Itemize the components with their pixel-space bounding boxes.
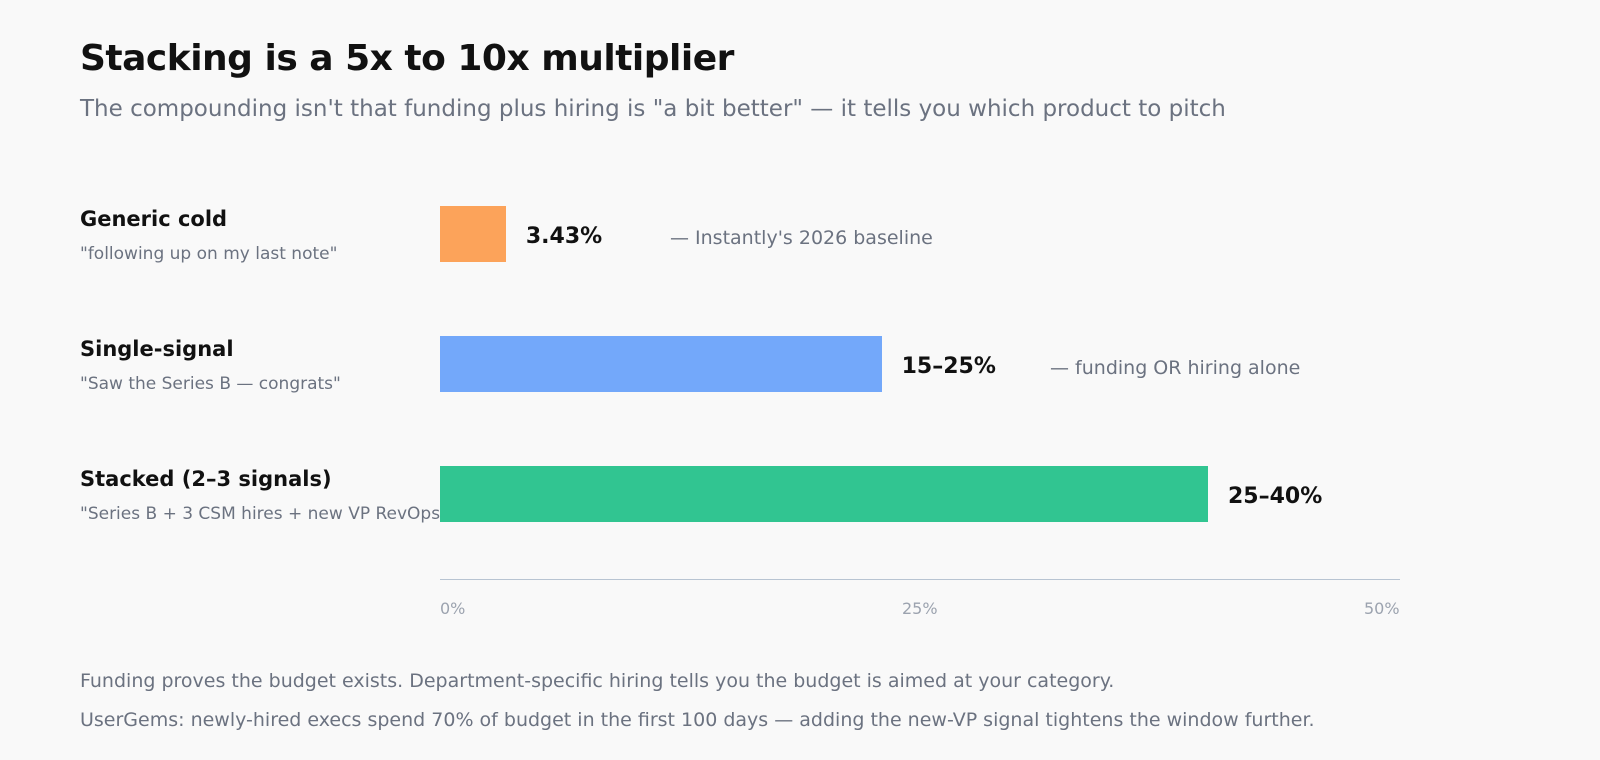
row-example-single-signal: "Saw the Series B — congrats" xyxy=(80,374,341,394)
note-generic-cold: — Instantly's 2026 baseline xyxy=(670,227,933,249)
bar-single-signal xyxy=(440,336,882,392)
row-label-generic-cold: Generic cold xyxy=(80,207,228,231)
row-label-stacked: Stacked (2–3 signals) xyxy=(80,467,332,491)
row-example-stacked: "Series B + 3 CSM hires + new VP RevOps" xyxy=(80,504,448,524)
value-label-stacked: 25–40% xyxy=(1228,484,1323,509)
value-label-single-signal: 15–25% xyxy=(901,354,996,379)
x-axis-line xyxy=(440,579,1400,580)
note-single-signal: — funding OR hiring alone xyxy=(1050,357,1301,379)
x-tick-label: 50% xyxy=(1364,599,1400,618)
x-tick-label: 25% xyxy=(902,599,938,618)
footer-line-1: Funding proves the budget exists. Depart… xyxy=(80,670,1115,692)
x-tick-label: 0% xyxy=(440,599,466,618)
footer-line-2: UserGems: newly-hired execs spend 70% of… xyxy=(80,709,1315,731)
row-label-single-signal: Single-signal xyxy=(80,337,234,361)
bar-generic-cold xyxy=(440,206,506,262)
chart-subtitle: The compounding isn't that funding plus … xyxy=(80,96,1226,122)
value-label-generic-cold: 3.43% xyxy=(525,224,603,249)
chart-title: Stacking is a 5x to 10x multiplier xyxy=(80,38,734,79)
bar-stacked xyxy=(440,466,1208,522)
row-example-generic-cold: "following up on my last note" xyxy=(80,244,338,264)
